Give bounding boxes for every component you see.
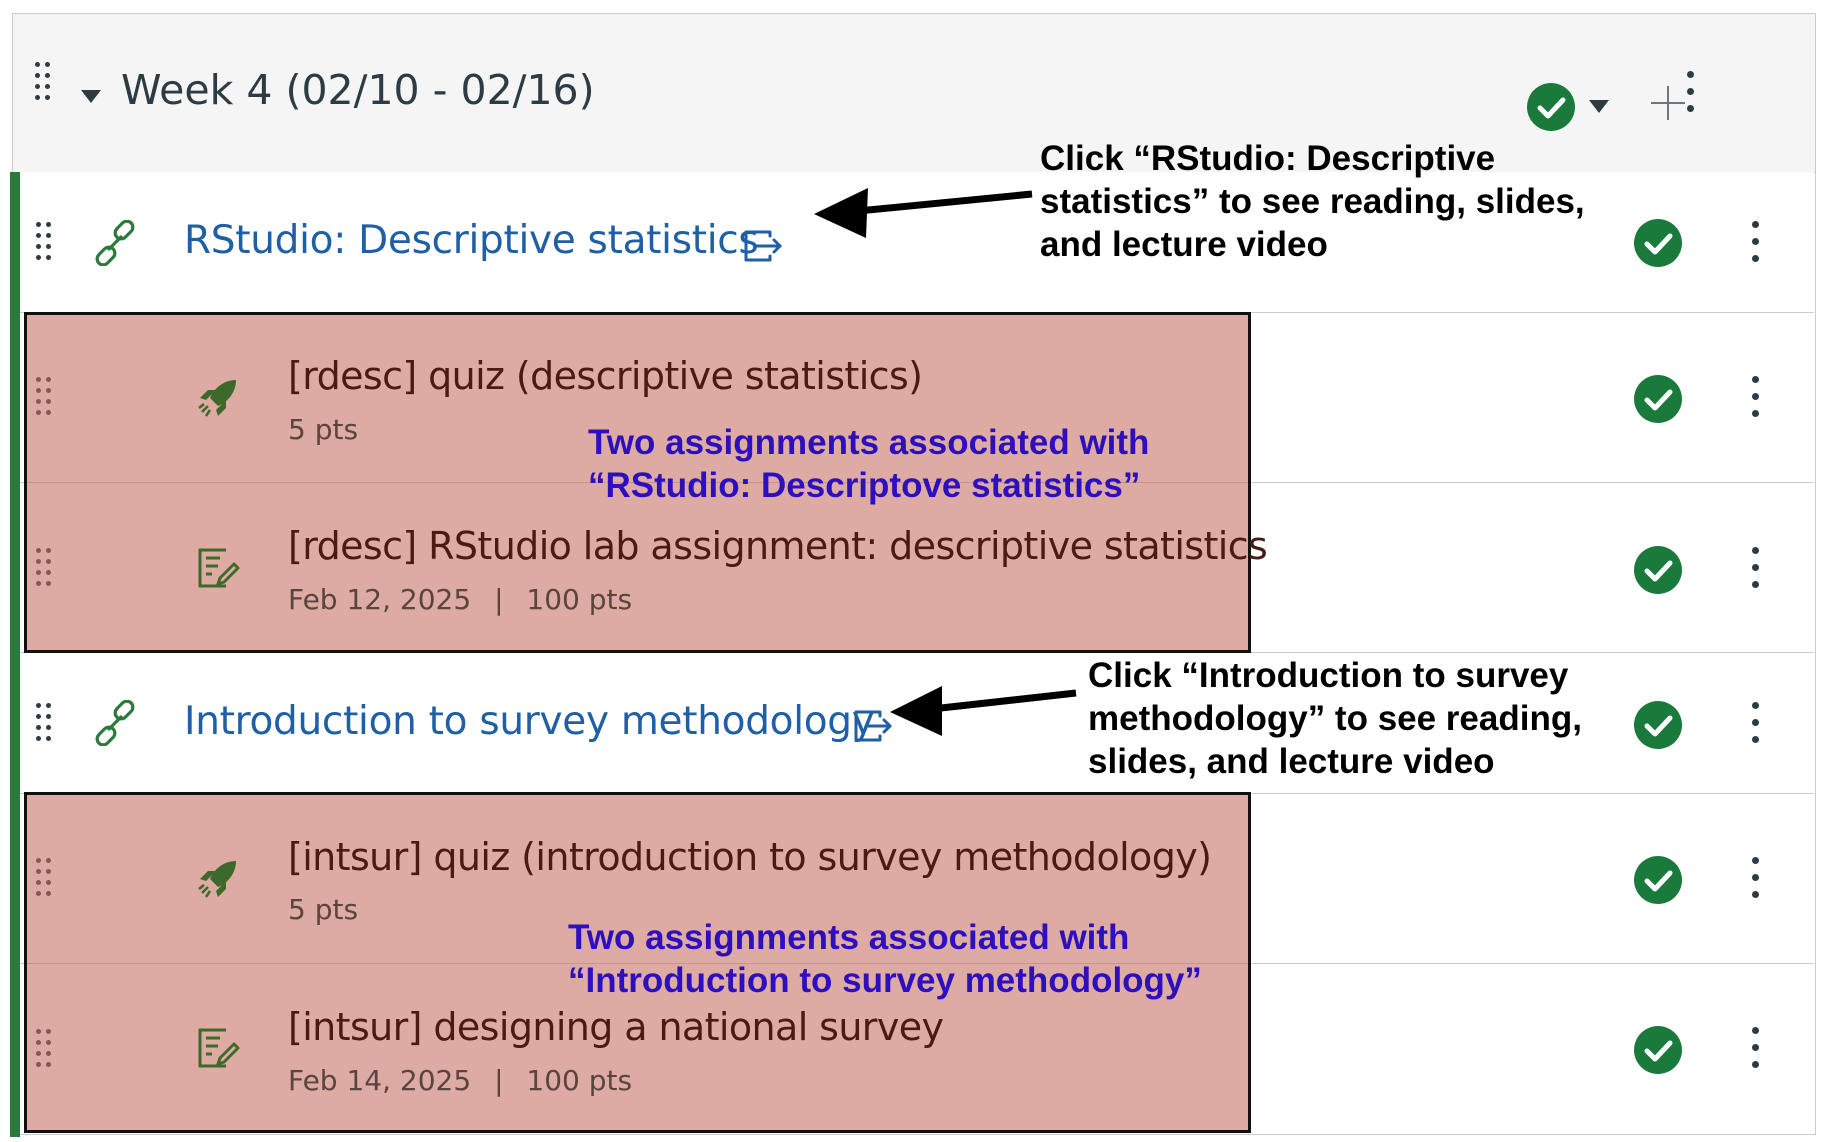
assignment-meta-intsur: Feb 14, 2025 | 100 pts bbox=[288, 1064, 632, 1097]
annotation-line: Two assignments associated with bbox=[588, 423, 1150, 462]
annotation-arrow bbox=[890, 686, 1077, 736]
module-item-row[interactable] bbox=[12, 172, 1814, 313]
quiz-rocket-icon bbox=[198, 380, 236, 417]
assignment-title-rdesc[interactable]: [rdesc] RStudio lab assignment: descript… bbox=[288, 524, 1268, 568]
kebab-menu-icon[interactable] bbox=[1750, 702, 1760, 746]
meta-separator: | bbox=[494, 1064, 504, 1097]
drag-handle-icon[interactable] bbox=[35, 62, 57, 102]
dropdown-caret-icon[interactable] bbox=[1589, 100, 1609, 113]
highlight-box-rdesc bbox=[24, 312, 1251, 653]
plus-icon[interactable] bbox=[1651, 86, 1685, 120]
quiz-title-intsur[interactable]: [intsur] quiz (introduction to survey me… bbox=[288, 835, 1212, 879]
kebab-menu-icon[interactable] bbox=[1750, 1027, 1760, 1071]
assignment-icon bbox=[198, 548, 240, 588]
collapse-caret-icon[interactable] bbox=[81, 90, 101, 103]
annotation-line: slides, and lecture video bbox=[1088, 742, 1495, 781]
annotation-line: methodology” to see reading, bbox=[1088, 699, 1582, 738]
external-link-icon[interactable] bbox=[852, 708, 894, 744]
quiz-points-rdesc: 5 pts bbox=[288, 413, 359, 446]
published-check-icon[interactable] bbox=[1634, 375, 1682, 423]
link-icon bbox=[95, 220, 135, 266]
annotation-line: “Introduction to survey methodology” bbox=[568, 961, 1202, 1000]
drag-handle-icon[interactable] bbox=[36, 703, 58, 743]
module-item-row[interactable] bbox=[12, 653, 1814, 794]
row-divider bbox=[12, 1134, 1814, 1135]
kebab-menu-icon[interactable] bbox=[1685, 71, 1695, 115]
module-accent-bar bbox=[10, 172, 20, 1137]
module-title: Week 4 (02/10 - 02/16) bbox=[121, 66, 595, 114]
assignment-title-intsur[interactable]: [intsur] designing a national survey bbox=[288, 1005, 944, 1049]
link-item-rstudio-descriptive-statistics[interactable]: RStudio: Descriptive statistics bbox=[184, 218, 759, 263]
published-check-icon[interactable] bbox=[1634, 856, 1682, 904]
annotation-line: Click “RStudio: Descriptive bbox=[1040, 139, 1496, 178]
assignment-due-date: Feb 12, 2025 bbox=[288, 583, 472, 616]
published-check-icon[interactable] bbox=[1527, 83, 1575, 131]
external-link-icon[interactable] bbox=[742, 228, 784, 264]
kebab-menu-icon[interactable] bbox=[1750, 221, 1760, 265]
kebab-menu-icon[interactable] bbox=[1750, 376, 1760, 420]
annotation-line: “RStudio: Descriptove statistics” bbox=[588, 466, 1141, 505]
drag-handle-icon[interactable] bbox=[36, 222, 58, 262]
published-check-icon[interactable] bbox=[1634, 546, 1682, 594]
kebab-menu-icon[interactable] bbox=[1750, 857, 1760, 901]
quiz-title-rdesc[interactable]: [rdesc] quiz (descriptive statistics) bbox=[288, 354, 923, 398]
module-header[interactable]: Week 4 (02/10 - 02/16) bbox=[13, 14, 1815, 173]
quiz-rocket-icon bbox=[198, 861, 236, 898]
assignment-points: 100 pts bbox=[526, 1064, 633, 1097]
published-check-icon[interactable] bbox=[1634, 1026, 1682, 1074]
link-item-introduction-to-survey-methodology[interactable]: Introduction to survey methodology bbox=[184, 699, 875, 744]
assignment-due-date: Feb 14, 2025 bbox=[288, 1064, 472, 1097]
annotation-note-rdesc-assignments: Two assignments associated with “RStudio… bbox=[588, 421, 1149, 507]
assignment-meta-rdesc: Feb 12, 2025 | 100 pts bbox=[288, 583, 632, 616]
annotation-note-rstudio: Click “RStudio: Descriptive statistics” … bbox=[1040, 137, 1585, 266]
link-icon bbox=[95, 700, 135, 746]
assignment-points: 100 pts bbox=[526, 583, 633, 616]
annotation-arrow bbox=[814, 188, 1033, 238]
published-check-icon[interactable] bbox=[1634, 701, 1682, 749]
meta-separator: | bbox=[494, 583, 504, 616]
annotation-line: and lecture video bbox=[1040, 225, 1328, 264]
published-check-icon[interactable] bbox=[1634, 219, 1682, 267]
annotation-note-intsur-assignments: Two assignments associated with “Introdu… bbox=[568, 916, 1202, 1002]
annotation-line: Click “Introduction to survey bbox=[1088, 656, 1569, 695]
annotation-note-survey: Click “Introduction to survey methodolog… bbox=[1088, 654, 1582, 783]
quiz-points-intsur: 5 pts bbox=[288, 893, 359, 926]
assignment-icon bbox=[198, 1028, 240, 1068]
annotation-line: Two assignments associated with bbox=[568, 918, 1130, 957]
kebab-menu-icon[interactable] bbox=[1750, 547, 1760, 591]
highlight-box-intsur bbox=[24, 792, 1251, 1133]
annotation-line: statistics” to see reading, slides, bbox=[1040, 182, 1585, 221]
